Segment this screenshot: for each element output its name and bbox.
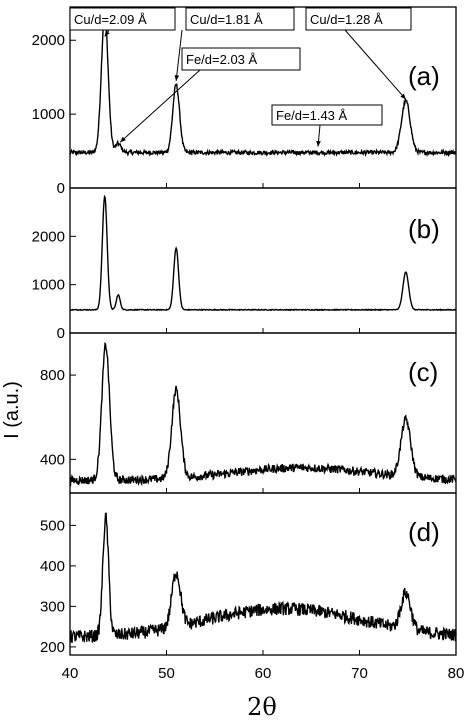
annotation-arrowhead	[174, 75, 180, 81]
y-tick-label: 0	[57, 180, 65, 197]
annotation-leader	[119, 69, 201, 143]
y-tick-label: 800	[40, 367, 65, 384]
x-tick-label: 50	[158, 665, 175, 682]
annotation-box	[305, 7, 412, 31]
y-tick-label: 400	[40, 558, 65, 575]
panel-0: 0 1000 2000 (a)	[32, 6, 457, 197]
x-tick-label: 60	[255, 665, 272, 682]
annotation-box	[271, 104, 383, 126]
annotation-arrowhead	[120, 136, 126, 143]
x-tick-label: 70	[351, 665, 368, 682]
y-tick-label: 1000	[32, 277, 65, 294]
annotation-box	[185, 7, 295, 31]
y-tick-label: 400	[40, 451, 65, 468]
y-tick-label: 1000	[32, 106, 65, 123]
x-axis-label: 2θ	[247, 693, 277, 721]
x-tick-label: 40	[62, 665, 79, 682]
y-tick-label: 500	[40, 517, 65, 534]
shared-x-axis: 40 50 60 70 80	[62, 665, 465, 682]
panel-tag: (a)	[408, 61, 440, 91]
annotation-label: Cu/d=1.28 Å	[310, 12, 383, 27]
annotation-arrowhead	[400, 93, 406, 100]
annotation-leader	[175, 29, 183, 81]
xrd-trace	[69, 194, 457, 312]
xrd-trace	[69, 12, 457, 158]
x-tick-label: 80	[448, 665, 465, 682]
panels-group: 0 1000 2000 (a) 0 1000 2000 (b) 400 800 (c) 200 300 4…	[32, 6, 457, 656]
annotation-arrowhead	[316, 140, 321, 147]
panel-tag: (b)	[408, 214, 440, 244]
annotation-label: Cu/d=2.09 Å	[74, 12, 147, 27]
annotation-arrowhead	[104, 30, 110, 37]
annotation-box	[69, 7, 176, 31]
annotation-label: Fe/d=1.43 Å	[276, 108, 348, 123]
xrd-trace	[69, 512, 457, 644]
y-tick-label: 200	[40, 639, 65, 656]
y-tick-label: 0	[57, 325, 65, 342]
annotation-box	[181, 47, 301, 71]
y-tick-label: 300	[40, 598, 65, 615]
panel-tag: (c)	[408, 357, 438, 387]
annotations: Cu/d=2.09 Å Cu/d=1.81 Å Cu/d=1.28 Å Fe/d=2.…	[69, 7, 412, 147]
y-tick-label: 2000	[32, 228, 65, 245]
xrd-trace	[69, 341, 457, 487]
panel-tag: (d)	[408, 517, 440, 547]
y-tick-label: 2000	[32, 32, 65, 49]
annotation-leader	[344, 29, 407, 100]
annotation-label: Cu/d=1.81 Å	[190, 12, 263, 27]
annotation-label: Fe/d=2.03 Å	[186, 52, 258, 67]
y-axis-label: I (a.u.)	[1, 381, 23, 439]
panel-3: 200 300 400 500 (d)	[40, 492, 457, 656]
